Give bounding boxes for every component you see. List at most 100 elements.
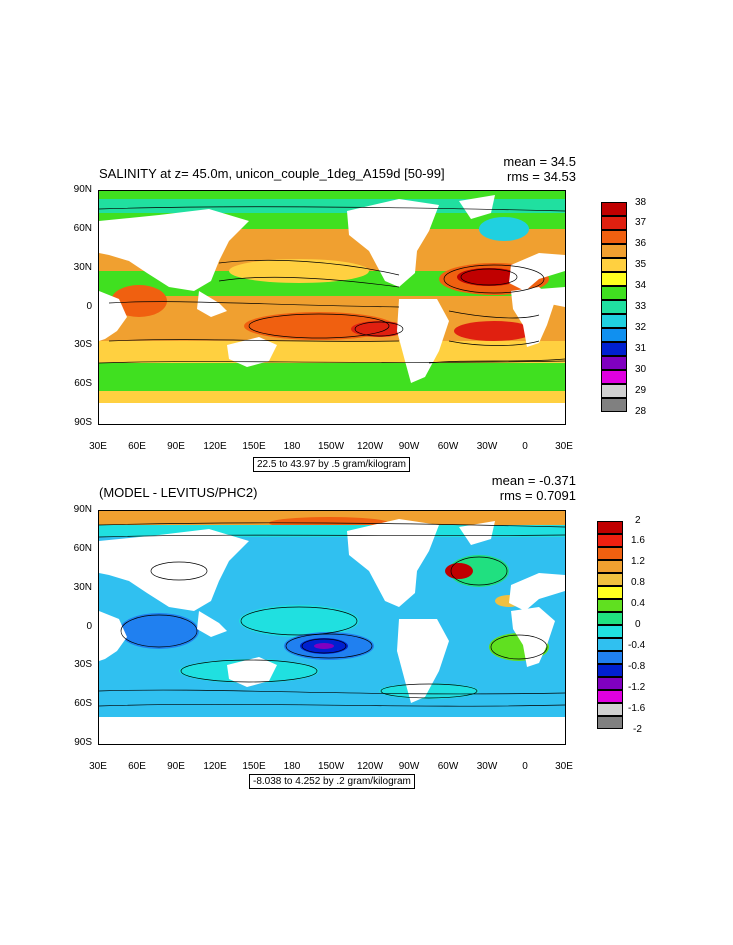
- lon-label: 30E: [555, 761, 573, 772]
- lon-label: 150E: [242, 441, 266, 452]
- lon-label: 120E: [203, 761, 227, 772]
- lon-label: 30E: [555, 441, 573, 452]
- legend-swatch: [597, 690, 623, 703]
- lon-label: 60W: [437, 441, 459, 452]
- legend-swatch: [601, 356, 627, 370]
- legend-label: -1.6: [628, 703, 646, 714]
- legend-label: -2: [633, 724, 642, 735]
- legend-label: 29: [635, 385, 647, 396]
- lon-label: 150W: [317, 441, 345, 452]
- lon-label: 30E: [89, 761, 107, 772]
- lon-label: 30E: [89, 441, 107, 452]
- lon-label: 180: [283, 441, 301, 452]
- legend-swatch: [597, 716, 623, 729]
- legend-swatch: [601, 384, 627, 398]
- legend-swatch: [597, 638, 623, 651]
- lat-label: 30N: [73, 262, 92, 273]
- lon-label: 30W: [476, 441, 498, 452]
- lat-label: 90S: [74, 737, 92, 748]
- legend-label: 34: [635, 280, 647, 291]
- legend-swatch: [601, 202, 627, 216]
- legend-swatch: [597, 651, 623, 664]
- legend-label: 38: [635, 197, 647, 208]
- legend-label: -0.8: [628, 661, 646, 672]
- lat-label: 90N: [73, 184, 92, 195]
- lat-label: 0: [86, 301, 92, 312]
- legend-swatch: [601, 370, 627, 384]
- lat-label: 0: [86, 621, 92, 632]
- legend-swatch: [597, 625, 623, 638]
- legend-swatch: [597, 534, 623, 547]
- legend-swatch: [601, 244, 627, 258]
- legend-swatch: [597, 664, 623, 677]
- legend-label: 2: [635, 515, 641, 526]
- legend-swatch: [597, 599, 623, 612]
- legend-label: 0.4: [631, 598, 645, 609]
- legend-label: 30: [635, 364, 647, 375]
- legend-swatch: [597, 547, 623, 560]
- legend-swatch: [601, 230, 627, 244]
- legend-swatch: [601, 398, 627, 412]
- legend-swatch: [597, 573, 623, 586]
- panel-1-title: SALINITY at z= 45.0m, unicon_couple_1deg…: [99, 166, 445, 181]
- lat-label: 30S: [74, 659, 92, 670]
- lon-label: 60W: [437, 761, 459, 772]
- panel-2-rms: rms = 0.7091: [499, 488, 576, 503]
- legend-label: 37: [635, 217, 647, 228]
- legend-label: 1.2: [631, 556, 645, 567]
- lat-label: 60S: [74, 698, 92, 709]
- lat-label: 30N: [73, 582, 92, 593]
- lon-label: 90W: [398, 441, 420, 452]
- legend-label: 32: [635, 322, 647, 333]
- legend-swatch: [597, 703, 623, 716]
- lon-label: 60E: [128, 441, 146, 452]
- lon-label: 0: [522, 441, 528, 452]
- difference-field: [99, 511, 565, 744]
- lon-label: 150W: [317, 761, 345, 772]
- legend-swatch: [601, 314, 627, 328]
- legend-label: 1.6: [631, 535, 645, 546]
- legend-label: 0: [635, 619, 641, 630]
- contour-range-info: 22.5 to 43.97 by .5 gram/kilogram: [253, 457, 410, 472]
- legend-swatch: [597, 677, 623, 690]
- lon-label: 120W: [356, 761, 384, 772]
- legend-label: 28: [635, 406, 647, 417]
- lat-label: 30S: [74, 339, 92, 350]
- salinity-legend: 38 37 36 35 34 33 32 31 30 29 28: [601, 197, 681, 417]
- lat-label: 60S: [74, 378, 92, 389]
- legend-swatch: [601, 258, 627, 272]
- lat-label: 60N: [73, 543, 92, 554]
- legend-swatch: [601, 342, 627, 356]
- legend-swatch: [597, 521, 623, 534]
- lon-label: 60E: [128, 761, 146, 772]
- legend-label: 0.8: [631, 577, 645, 588]
- difference-legend: 2 1.6 1.2 0.8 0.4 0 -0.4 -0.8 -1.2 -1.6 …: [597, 515, 677, 735]
- lat-label: 90S: [74, 417, 92, 428]
- legend-swatch: [601, 216, 627, 230]
- difference-map: [98, 510, 566, 745]
- panel-2-title: (MODEL - LEVITUS/PHC2): [99, 485, 258, 500]
- lon-label: 30W: [476, 761, 498, 772]
- lon-label: 120E: [203, 441, 227, 452]
- panel-1-mean: mean = 34.5: [503, 154, 576, 169]
- lon-label: 90E: [167, 441, 185, 452]
- panel-2-mean: mean = -0.371: [491, 473, 576, 488]
- legend-label: -0.4: [628, 640, 646, 651]
- lon-label: 150E: [242, 761, 266, 772]
- legend-swatch: [601, 328, 627, 342]
- legend-swatch: [601, 286, 627, 300]
- legend-label: 36: [635, 238, 647, 249]
- lon-label: 120W: [356, 441, 384, 452]
- lon-label: 90W: [398, 761, 420, 772]
- legend-label: 35: [635, 259, 647, 270]
- legend-swatch: [597, 612, 623, 625]
- legend-label: 33: [635, 301, 647, 312]
- legend-swatch: [597, 560, 623, 573]
- legend-swatch: [601, 300, 627, 314]
- lon-label: 90E: [167, 761, 185, 772]
- lon-label: 180: [283, 761, 301, 772]
- salinity-map: [98, 190, 566, 425]
- panel-1-rms: rms = 34.53: [506, 169, 576, 184]
- legend-swatch: [597, 586, 623, 599]
- contour-range-info: -8.038 to 4.252 by .2 gram/kilogram: [249, 774, 415, 789]
